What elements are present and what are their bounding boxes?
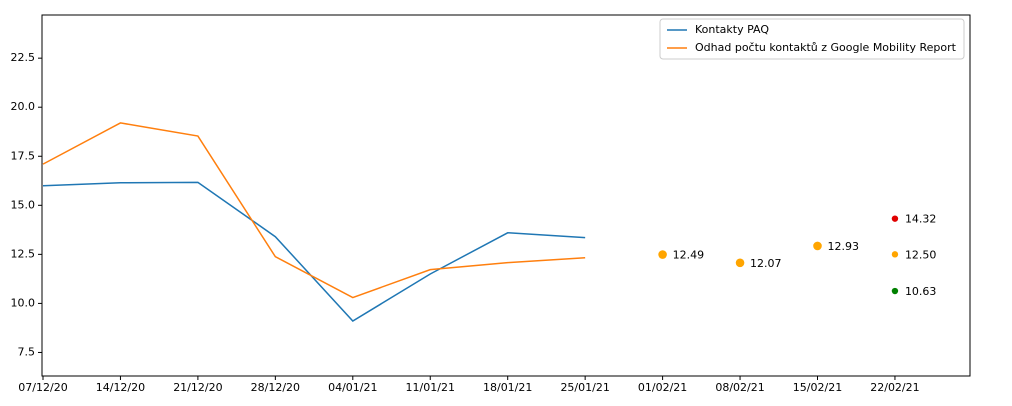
legend-box — [659, 18, 965, 60]
point-marker — [891, 287, 899, 295]
point-label: 12.49 — [673, 249, 705, 262]
point-label: 12.07 — [750, 257, 782, 270]
point-label: 14.32 — [905, 213, 937, 226]
point-marker — [891, 251, 899, 258]
y-tick-label: 12.5 — [11, 247, 36, 260]
x-tick-label: 08/02/21 — [715, 381, 764, 394]
x-tick-label: 15/02/21 — [793, 381, 842, 394]
point-label: 12.50 — [905, 248, 937, 261]
x-tick-label: 18/01/21 — [483, 381, 532, 394]
y-tick-label: 22.5 — [11, 51, 36, 64]
y-tick-label: 20.0 — [11, 100, 36, 113]
x-tick-label: 28/12/20 — [251, 381, 300, 394]
point-marker — [658, 250, 667, 259]
plot-frame — [41, 14, 971, 377]
series-line — [42, 181, 586, 323]
series-line — [42, 122, 586, 299]
y-tick-label: 10.0 — [11, 296, 36, 309]
point-label: 12.93 — [828, 240, 860, 253]
x-tick-label: 25/01/21 — [560, 381, 609, 394]
y-tick-label: 17.5 — [11, 149, 36, 162]
x-tick-label: 21/12/20 — [173, 381, 222, 394]
point-marker — [735, 258, 745, 268]
point-marker — [891, 215, 899, 222]
x-tick-label: 01/02/21 — [638, 381, 687, 394]
y-tick-label: 15.0 — [11, 198, 36, 211]
x-tick-label: 22/02/21 — [870, 381, 919, 394]
point-marker — [813, 241, 822, 251]
x-tick-label: 07/12/20 — [18, 381, 67, 394]
legend-label: Kontakty PAQ — [695, 23, 769, 36]
y-tick-label: 7.5 — [18, 345, 36, 358]
x-tick-label: 04/01/21 — [328, 381, 377, 394]
x-tick-label: 11/01/21 — [406, 381, 455, 394]
x-tick-label: 14/12/20 — [96, 381, 145, 394]
point-label: 10.63 — [905, 285, 937, 298]
legend-label: Odhad počtu kontaktů z Google Mobility R… — [695, 41, 957, 54]
